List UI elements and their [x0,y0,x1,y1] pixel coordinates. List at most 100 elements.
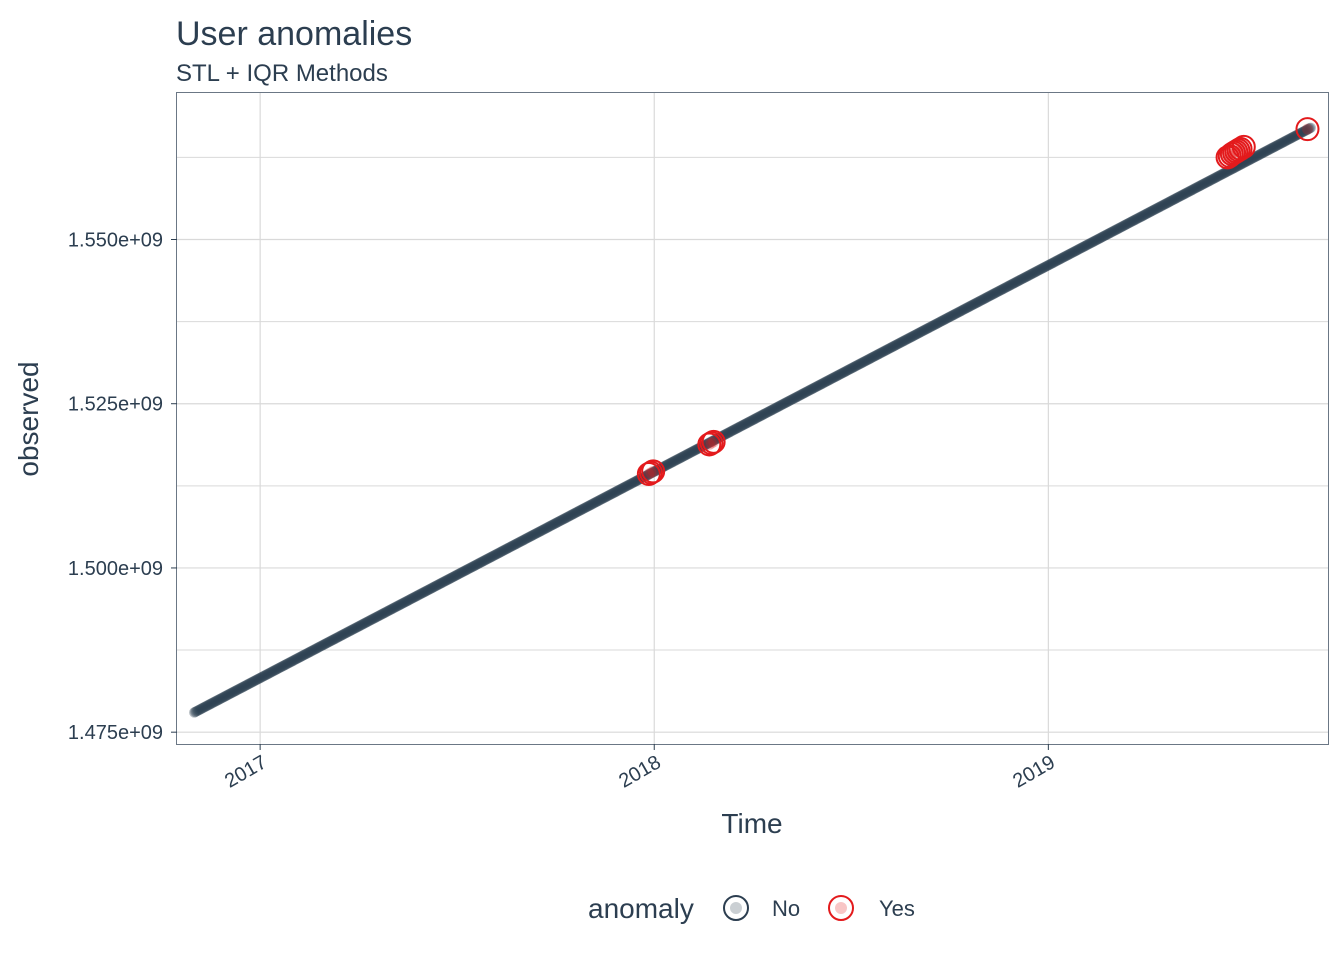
data-point-no [930,318,942,330]
data-point-no [813,380,824,391]
data-point-no [480,554,492,566]
data-point-no [733,422,744,433]
data-point-no [333,631,345,642]
data-point-no [203,699,214,711]
data-point-no [836,368,848,379]
data-point-no [906,331,917,343]
data-point-no [977,294,988,305]
data-point-no [435,578,446,589]
data-point-no [1220,167,1231,178]
data-point-no [1126,216,1137,227]
data-point-no [957,304,969,316]
data-point-no [1035,263,1046,275]
anomaly-ring [697,432,722,457]
data-point-no [202,700,213,711]
data-point-no [1214,170,1226,181]
data-point-no [211,695,223,706]
data-point-no [1188,183,1200,195]
y-axis-title: observed [13,361,44,476]
data-point-no [479,555,490,566]
data-point-no [335,630,347,641]
data-point-no [860,355,872,366]
data-point-no [1252,150,1264,161]
data-point-no [195,703,206,715]
legend-key-no-dot [730,902,742,914]
data-point-no [417,587,429,598]
data-point-no [275,662,286,673]
data-point-no [331,632,343,644]
data-point-no [991,287,1002,298]
data-point-no [554,516,565,527]
data-point-no [971,297,983,308]
data-point-no [1049,256,1061,268]
data-point-no [380,607,391,618]
data-point-no [1098,231,1109,242]
data-point-no [1026,268,1038,279]
data-point-no [612,485,623,497]
data-point-no [942,312,954,323]
data-point-no [644,468,656,480]
data-point-no [583,500,594,512]
data-point-no [1005,279,1016,291]
data-point-no [769,403,781,414]
data-point-no [533,526,544,538]
data-point-no [680,449,691,461]
data-point-no [1263,144,1274,156]
data-point-no [517,535,528,546]
data-point-no [1281,135,1293,146]
data-point-no [529,529,540,540]
data-point-no [316,640,327,651]
data-point-no [365,615,376,626]
data-point-no [760,408,771,419]
data-point-no [437,577,448,588]
data-point-no [317,639,328,651]
data-point-no [400,596,412,607]
data-point-no [1167,194,1178,206]
data-point-no [877,346,889,357]
data-point-no [1205,175,1216,186]
data-point-no [1280,135,1292,147]
data-point-no [505,541,516,552]
data-point-no [449,571,460,582]
data-point-no [666,457,677,468]
data-point-no [809,382,821,393]
data-point-no [390,601,402,612]
data-point-no [911,328,922,340]
data-point-no [460,565,471,576]
data-point-no [556,515,567,526]
legend-key-no-ring [723,895,749,921]
data-point-no [1189,183,1201,194]
data-point-no [574,505,585,516]
data-point-no [521,533,533,544]
legend: anomaly No Yes [588,893,915,924]
data-point-no [519,534,530,545]
data-point-no [356,619,367,631]
anomaly-ring [641,459,666,484]
data-point-no [918,325,930,336]
data-point-no [758,409,769,420]
data-point-no [346,624,358,636]
data-point-no [1267,142,1279,153]
data-point-no [425,583,436,594]
data-point-no [1013,275,1025,286]
data-point-no [1151,203,1162,214]
data-point-yes [643,468,655,480]
data-point-no [886,342,897,353]
data-point-no [221,690,232,701]
data-point-no [283,658,294,669]
data-point-no [498,544,510,556]
data-point-no [738,419,750,430]
data-point-no [336,629,348,641]
data-point-no [953,306,964,318]
data-point-no [274,662,285,673]
data-point-no [827,373,838,384]
data-point-no [588,498,599,509]
data-point-no [1219,167,1230,179]
data-point-no [1186,184,1198,196]
data-point-no [292,652,304,664]
data-point-no [509,539,521,550]
data-point-no [840,366,851,377]
data-point-no [320,638,332,649]
data-point-no [288,655,299,666]
data-point-no [374,610,386,621]
